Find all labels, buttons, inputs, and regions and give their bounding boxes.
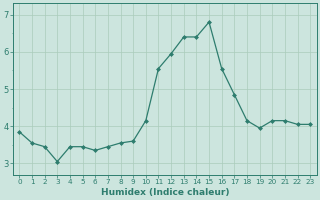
X-axis label: Humidex (Indice chaleur): Humidex (Indice chaleur) xyxy=(100,188,229,197)
